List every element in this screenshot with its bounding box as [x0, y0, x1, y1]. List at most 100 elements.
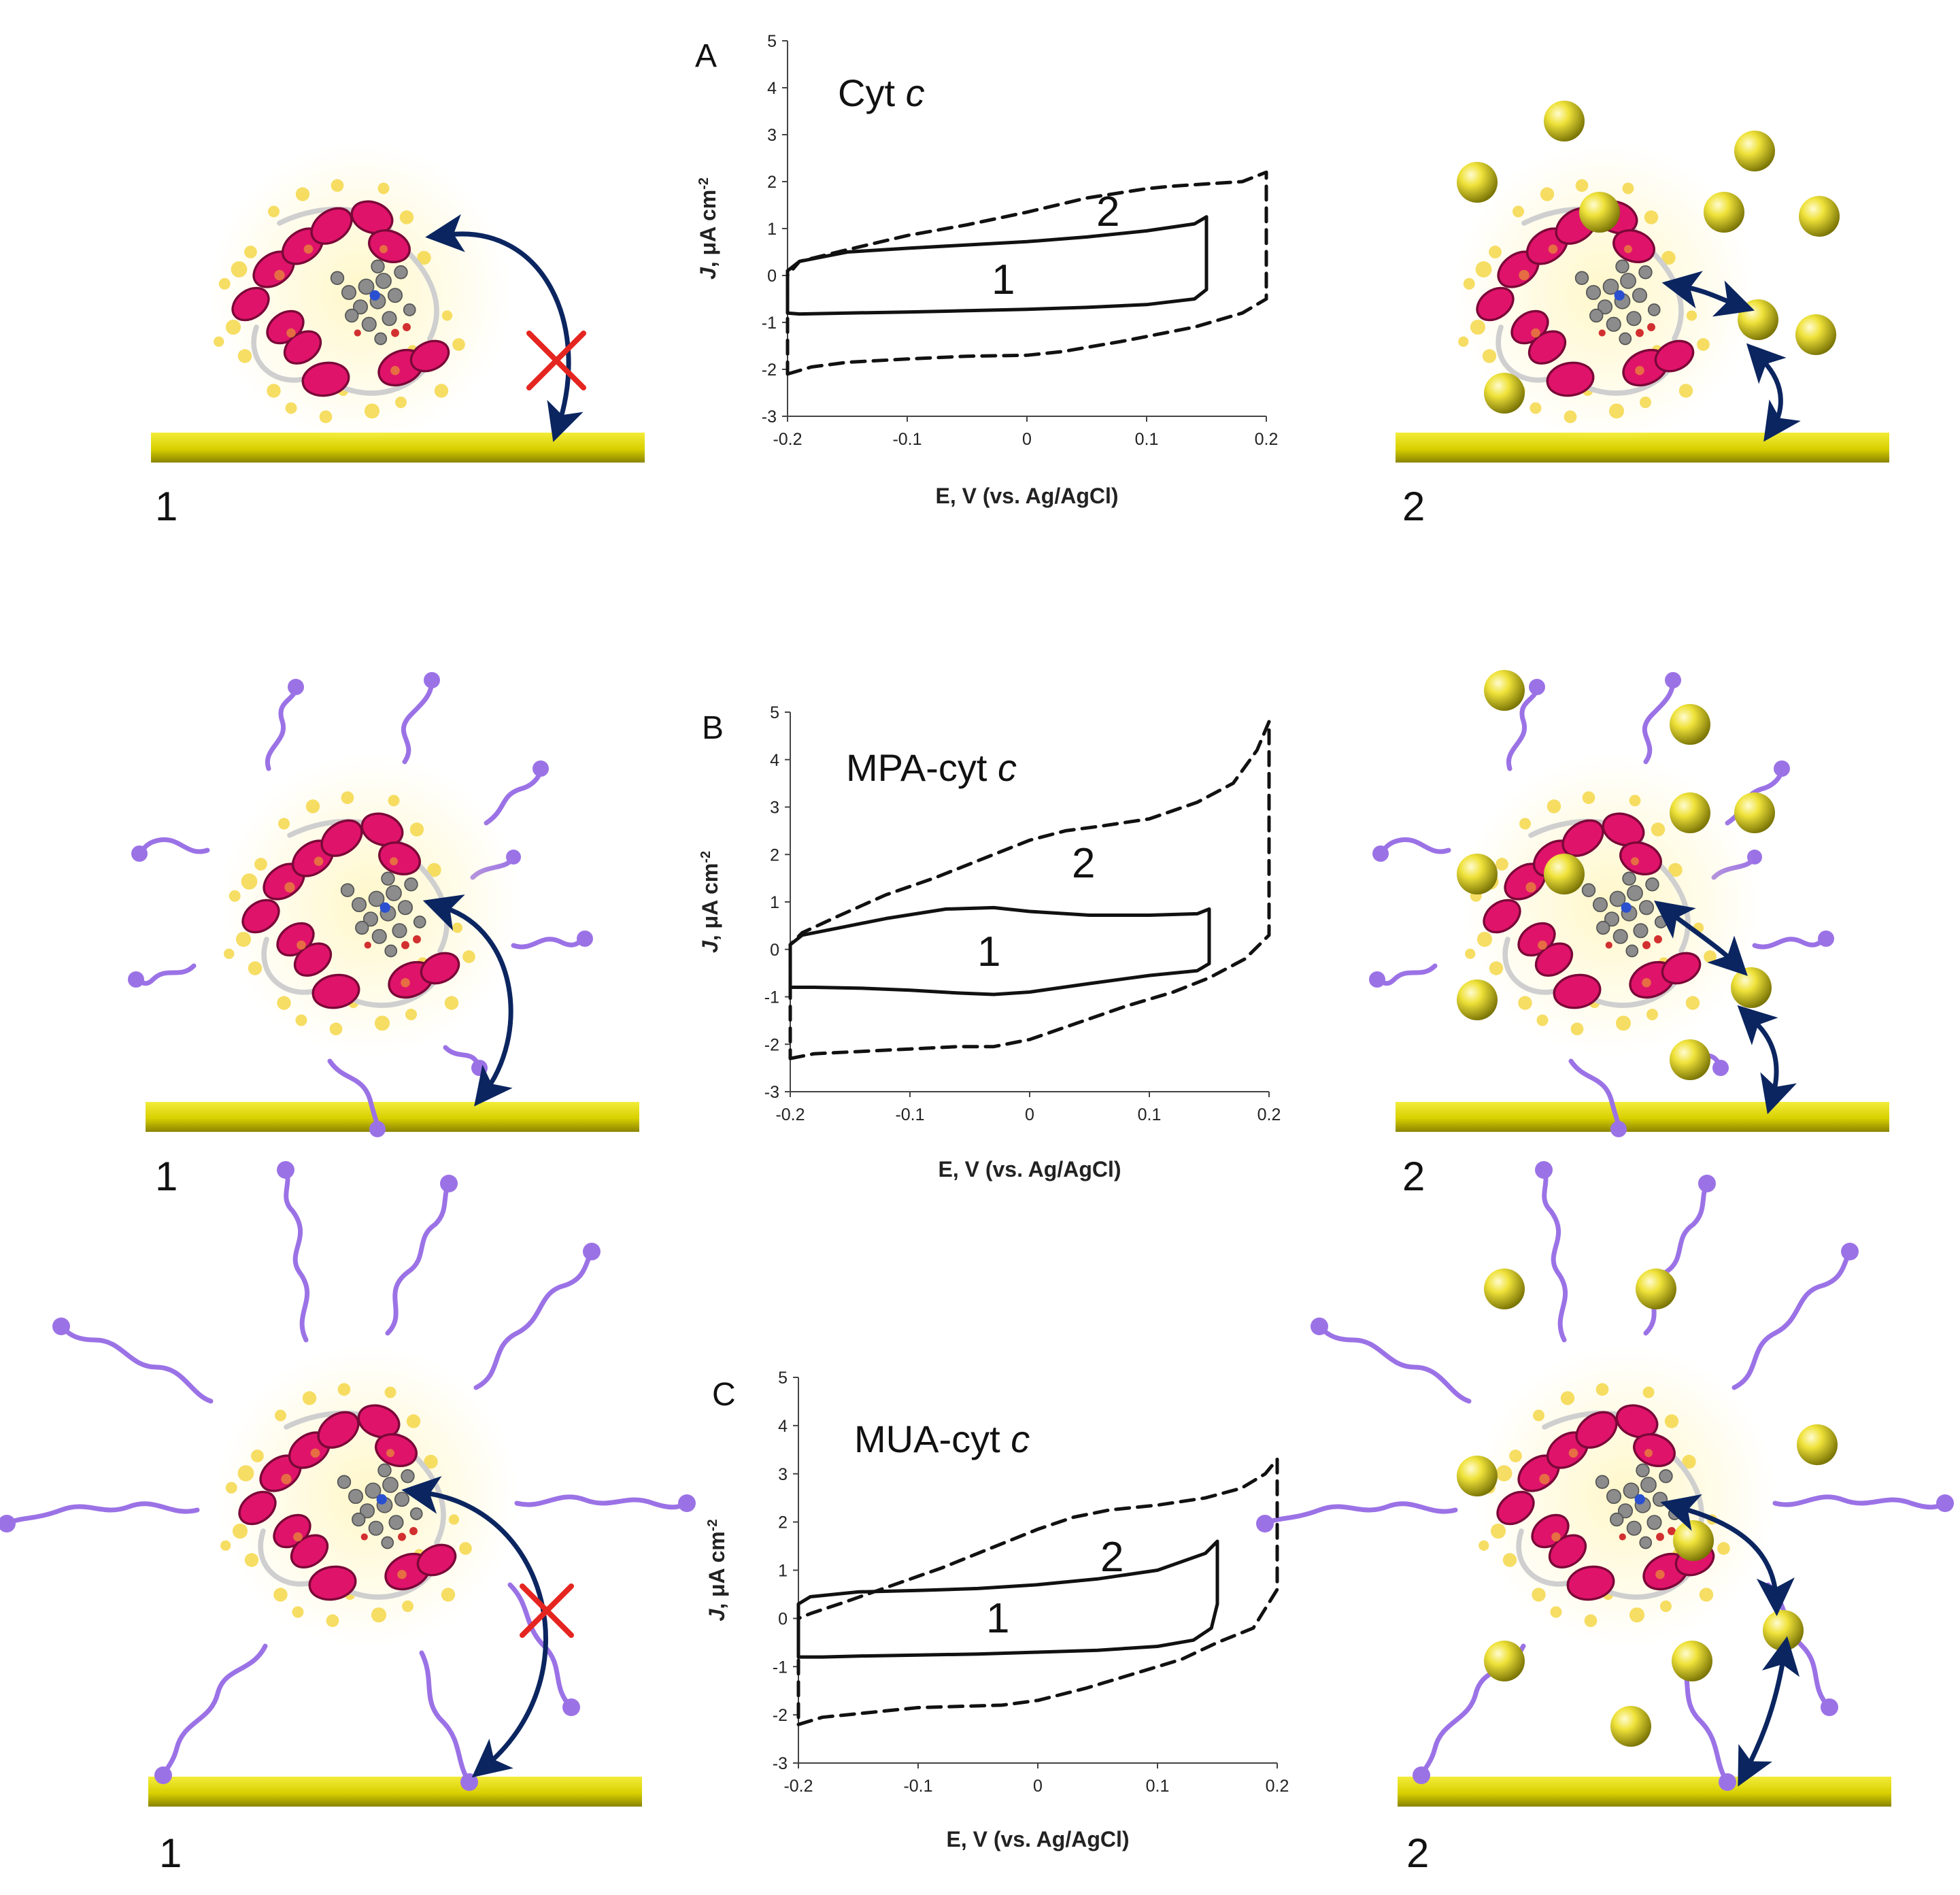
protein-cytochrome-c: [217, 1346, 518, 1647]
scheme-mpa-cytc-with-nanoparticles: 2: [1369, 670, 1889, 1199]
scheme-mua-cytc-without-nanoparticles: 1: [0, 1161, 696, 1876]
x-tick-label: 0.2: [1257, 1105, 1281, 1124]
y-tick-label: 0: [770, 941, 779, 960]
series-1-label: 1: [992, 256, 1015, 303]
scheme-number: 1: [155, 1154, 178, 1199]
cv-chart-a: -0.2 -0.1 0 0.1 0.2 -3 -2 -1 0 1 2 3 4 5 1 2 A Cyt c E, V …: [695, 32, 1278, 508]
electrode: [146, 1102, 639, 1132]
electron-transfer-arrow: [1660, 1494, 1795, 1616]
panel-letter: B: [702, 710, 724, 746]
electron-transfer-arrow: [422, 894, 513, 1107]
electron-transfer-arrow: [1738, 1636, 1800, 1787]
y-tick-label: -3: [773, 1754, 788, 1773]
y-tick-label: 5: [770, 703, 779, 722]
y-tick-label: -3: [762, 407, 777, 426]
y-tick-label: -2: [762, 360, 777, 380]
x-tick-label: 0.2: [1266, 1777, 1289, 1796]
scheme-number: 2: [1402, 1154, 1425, 1199]
y-tick-label: 1: [767, 220, 777, 239]
series-1-line: [796, 1539, 1219, 1659]
y-tick-label: 4: [767, 79, 777, 98]
x-tick-label: -0.1: [903, 1777, 932, 1796]
electrode: [1398, 1777, 1891, 1807]
x-tick-label: -0.2: [783, 1777, 813, 1796]
blocked-transfer-cross-icon: [526, 331, 586, 390]
y-axis-label: J, μA cm-2: [698, 851, 722, 953]
electrode: [148, 1777, 642, 1807]
y-tick-label: 3: [770, 799, 779, 818]
x-tick-label: 0: [1025, 1105, 1034, 1124]
scheme-number: 1: [159, 1830, 182, 1876]
electron-transfer-arrow: [1746, 343, 1801, 442]
panel-letter: C: [712, 1377, 736, 1413]
electrode: [1396, 1102, 1889, 1132]
series-2-line: [785, 170, 1268, 376]
x-tick-label: 0.1: [1135, 430, 1159, 449]
y-tick-label: 2: [778, 1513, 788, 1532]
y-tick-label: -1: [764, 988, 779, 1007]
y-tick-label: -2: [764, 1035, 779, 1054]
series-2-label: 2: [1072, 840, 1095, 887]
x-tick-label: 0.1: [1138, 1105, 1162, 1124]
electron-transfer-arrow: [1653, 901, 1748, 976]
x-axis-label: E, V (vs. Ag/AgCl): [938, 1157, 1121, 1181]
cv-chart-b: -0.2 -0.1 0 0.1 0.2 -3 -2 -1 0 1 2 3 4 5 1 2 B MPA-cyt c E…: [698, 703, 1281, 1181]
y-tick-label: 2: [767, 173, 777, 192]
cv-chart-c: -0.2 -0.1 0 0.1 0.2 -3 -2 -1 0 1 2 3 4 5 1 2 C MUA-cyt c E…: [705, 1369, 1289, 1851]
y-tick-label: -3: [764, 1083, 779, 1102]
y-tick-label: 0: [778, 1609, 788, 1628]
scheme-number: 2: [1406, 1830, 1429, 1876]
panel-letter: A: [695, 38, 717, 74]
cyclic-voltammograms: -0.2 -0.1 0 0.1 0.2 -3 -2 -1 0 1 2 3 4 5 1 2 A Cyt c E, V …: [695, 32, 1289, 1851]
series-1-line: [785, 215, 1209, 316]
y-tick-label: -2: [773, 1706, 788, 1725]
y-tick-label: 5: [767, 32, 777, 51]
gold-nanoparticles: [1457, 670, 1775, 1080]
y-tick-label: 5: [778, 1369, 788, 1388]
x-axis-label: E, V (vs. Ag/AgCl): [935, 484, 1118, 508]
protein-cytochrome-c: [1475, 1346, 1776, 1647]
y-tick-label: 3: [778, 1465, 788, 1484]
electron-transfer-arrow: [425, 214, 584, 442]
x-axis-label: E, V (vs. Ag/AgCl): [946, 1827, 1129, 1851]
x-tick-label: 0.2: [1255, 430, 1279, 449]
x-tick-label: 0: [1022, 430, 1032, 449]
y-tick-label: -1: [773, 1658, 788, 1677]
scheme-number: 1: [155, 484, 178, 529]
scheme-cytc-with-nanoparticles: 2: [1396, 101, 1889, 529]
y-tick-label: 1: [770, 893, 779, 912]
scheme-mua-cytc-with-nanoparticles: 2: [1256, 1161, 1954, 1876]
x-tick-label: -0.2: [775, 1105, 805, 1124]
protein-cytochrome-c: [210, 142, 511, 443]
y-axis-label: J, μA cm-2: [696, 178, 720, 280]
y-tick-label: 0: [767, 267, 777, 286]
y-tick-label: -1: [762, 314, 777, 333]
series-2-label: 2: [1100, 1534, 1123, 1581]
x-tick-label: 0: [1033, 1777, 1043, 1796]
protein-cytochrome-c: [220, 754, 521, 1055]
y-tick-label: 3: [767, 126, 777, 145]
chart-title: MUA-cyt c: [854, 1418, 1030, 1460]
x-tick-label: -0.2: [773, 430, 802, 449]
electron-transfer-arrow: [1661, 271, 1755, 317]
x-tick-label: -0.1: [892, 430, 922, 449]
series-1-label: 1: [977, 928, 1000, 975]
x-tick-label: -0.1: [895, 1105, 924, 1124]
protein-cytochrome-c: [1461, 754, 1762, 1055]
series-1-label: 1: [986, 1595, 1009, 1642]
y-tick-label: 4: [778, 1417, 788, 1436]
gold-nanoparticles: [1457, 101, 1840, 414]
chart-title: MPA-cyt c: [846, 746, 1017, 789]
series-2-label: 2: [1096, 188, 1119, 235]
y-axis-label: J, μA cm-2: [705, 1519, 729, 1621]
scheme-number: 2: [1402, 484, 1425, 529]
series-2-line: [788, 720, 1271, 1060]
blocked-transfer-cross-icon: [520, 1583, 574, 1638]
x-tick-label: 0.1: [1146, 1777, 1170, 1796]
y-tick-label: 1: [778, 1562, 788, 1581]
y-tick-label: 4: [770, 751, 779, 770]
chart-title: Cyt c: [838, 71, 925, 114]
scheme-cytc-without-nanoparticles: 1: [151, 142, 645, 529]
series-1-line: [788, 905, 1211, 996]
